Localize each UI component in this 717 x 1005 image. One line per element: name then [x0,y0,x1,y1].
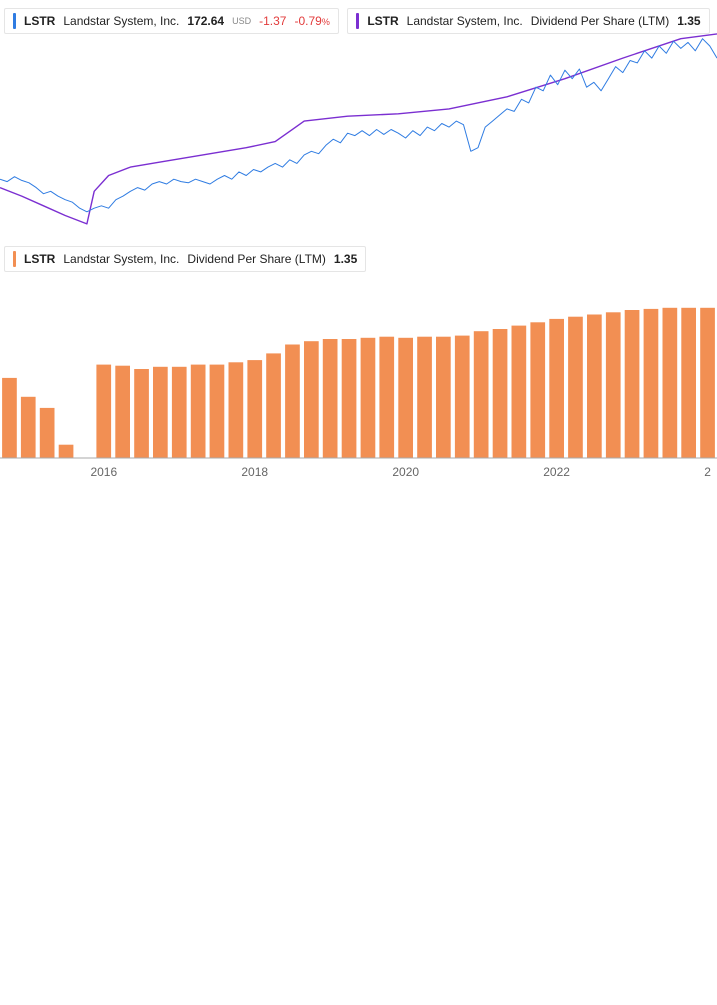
metric-label: Dividend Per Share (LTM) [531,14,670,28]
company-name: Landstar System, Inc. [63,252,179,266]
company-name: Landstar System, Inc. [407,14,523,28]
svg-text:2022: 2022 [543,465,570,479]
svg-text:2016: 2016 [90,465,117,479]
price-value: 172.64 [187,14,224,28]
ticker-label: LSTR [24,14,55,28]
metric-value: 1.35 [334,252,357,266]
change-abs: -1.37 [259,14,286,28]
currency-label: USD [232,16,251,26]
top-legends: LSTR Landstar System, Inc. 172.64 USD -1… [2,6,712,36]
ticker-label: LSTR [367,14,398,28]
metric-value: 1.35 [677,14,700,28]
legend-accent-bar [13,13,16,29]
price-legend[interactable]: LSTR Landstar System, Inc. 172.64 USD -1… [4,8,339,34]
company-name: Landstar System, Inc. [63,14,179,28]
legend-accent-bar [356,13,359,29]
svg-text:2018: 2018 [241,465,268,479]
dividend-legend[interactable]: LSTR Landstar System, Inc. Dividend Per … [347,8,709,34]
ticker-label: LSTR [24,252,55,266]
metric-label: Dividend Per Share (LTM) [187,252,326,266]
svg-text:2: 2 [704,465,711,479]
legend-accent-bar [13,251,16,267]
bar-legend[interactable]: LSTR Landstar System, Inc. Dividend Per … [4,246,366,272]
change-pct: -0.79% [294,14,329,28]
bar-legend-row: LSTR Landstar System, Inc. Dividend Per … [2,244,368,274]
chart-container: LSTR Landstar System, Inc. 172.64 USD -1… [0,0,717,490]
svg-text:2020: 2020 [392,465,419,479]
